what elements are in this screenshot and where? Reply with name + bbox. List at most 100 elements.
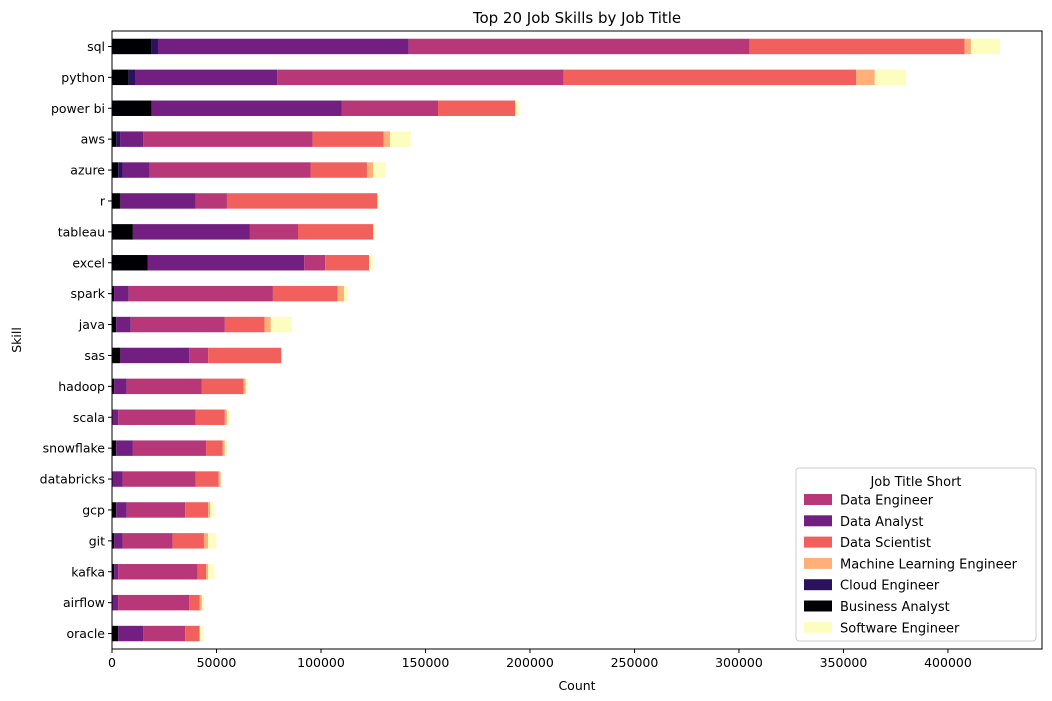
bar-hadoop-data-analyst xyxy=(114,378,127,395)
legend-swatch xyxy=(804,600,832,612)
legend-label: Software Engineer xyxy=(840,621,960,636)
y-tick-label: r xyxy=(100,193,106,208)
bar-azure-software-engineer xyxy=(373,162,386,178)
bar-aws-data-analyst xyxy=(120,131,144,147)
bar-azure-business-analyst xyxy=(112,162,119,178)
bar-java-machine-learning-engineer xyxy=(264,316,271,333)
y-axis-label: Skill xyxy=(9,327,24,353)
y-tick-label: snowflake xyxy=(43,441,106,456)
bar-java-data-engineer xyxy=(130,316,225,333)
bar-sql-cloud-engineer xyxy=(151,38,158,55)
bar-hadoop-data-engineer xyxy=(126,378,202,395)
bar-sas-business-analyst xyxy=(112,347,121,364)
bar-excel-business-analyst xyxy=(112,255,148,271)
bar-databricks-data-engineer xyxy=(122,471,196,487)
bar-kafka-data-engineer xyxy=(118,564,198,580)
x-tick-label: 200000 xyxy=(506,655,554,670)
bar-git-data-scientist xyxy=(172,533,204,549)
x-tick-label: 350000 xyxy=(820,655,868,670)
bars-group xyxy=(112,38,1001,642)
y-tick-label: kafka xyxy=(71,564,105,579)
y-tick-label: gcp xyxy=(82,502,105,517)
y-tick-label: power bi xyxy=(51,101,105,116)
bar-azure-machine-learning-engineer xyxy=(366,162,374,178)
x-tick-label: 250000 xyxy=(611,655,659,670)
bar-git-software-engineer xyxy=(208,533,217,549)
bar-scala-data-analyst xyxy=(112,409,119,425)
bar-sql-business-analyst xyxy=(112,38,152,55)
bar-scala-data-scientist xyxy=(195,409,225,425)
bar-spark-business-analyst xyxy=(112,285,115,302)
bar-kafka-machine-learning-engineer xyxy=(206,564,209,580)
bar-sql-software-engineer xyxy=(970,38,1001,55)
bar-aws-cloud-engineer xyxy=(116,131,121,147)
bar-spark-data-engineer xyxy=(128,285,273,302)
bar-spark-machine-learning-engineer xyxy=(337,285,344,302)
chart-title: Top 20 Job Skills by Job Title xyxy=(472,9,681,27)
bar-tableau-data-analyst xyxy=(132,224,250,240)
bar-r-data-analyst xyxy=(120,193,196,209)
bar-aws-data-engineer xyxy=(143,131,313,147)
legend-swatch xyxy=(804,579,832,591)
legend-swatch xyxy=(804,536,832,548)
bar-power-bi-data-scientist xyxy=(438,100,516,116)
x-tick-label: 100000 xyxy=(297,655,345,670)
bar-snowflake-machine-learning-engineer xyxy=(222,440,225,456)
bar-scala-machine-learning-engineer xyxy=(224,409,227,425)
legend-label: Machine Learning Engineer xyxy=(840,557,1018,572)
bar-spark-software-engineer xyxy=(343,285,349,302)
legend-frame xyxy=(795,467,1037,642)
bar-excel-data-scientist xyxy=(325,255,370,271)
bar-sql-data-scientist xyxy=(749,38,965,55)
y-tick-label: oracle xyxy=(67,626,106,641)
bar-airflow-software-engineer xyxy=(201,594,204,611)
bar-airflow-data-scientist xyxy=(189,594,200,611)
legend-label: Cloud Engineer xyxy=(840,579,940,594)
bar-hadoop-machine-learning-engineer xyxy=(243,378,246,395)
bar-kafka-data-analyst xyxy=(114,564,119,580)
bar-git-business-analyst xyxy=(112,533,115,549)
bar-databricks-machine-learning-engineer xyxy=(218,471,221,487)
bar-azure-data-scientist xyxy=(310,162,367,178)
bar-power-bi-data-engineer xyxy=(341,100,439,116)
bar-python-data-engineer xyxy=(277,69,564,86)
y-tick-label: scala xyxy=(73,410,105,425)
bar-airflow-data-analyst xyxy=(112,594,119,611)
bar-oracle-data-engineer xyxy=(143,625,186,642)
bar-aws-business-analyst xyxy=(112,131,117,147)
legend-swatch xyxy=(804,621,832,633)
y-tick-label: java xyxy=(78,317,105,332)
bar-snowflake-data-engineer xyxy=(132,440,207,456)
bar-aws-software-engineer xyxy=(389,131,411,147)
bar-gcp-business-analyst xyxy=(112,502,117,518)
legend-swatch xyxy=(804,557,832,569)
bar-gcp-data-scientist xyxy=(185,502,209,518)
bar-azure-data-engineer xyxy=(149,162,311,178)
bar-python-data-analyst xyxy=(134,69,278,86)
x-tick-label: 150000 xyxy=(402,655,450,670)
y-tick-label: airflow xyxy=(63,595,105,610)
bar-r-software-engineer xyxy=(377,193,380,209)
bar-aws-machine-learning-engineer xyxy=(383,131,390,147)
bar-spark-data-scientist xyxy=(272,285,338,302)
bar-hadoop-software-engineer xyxy=(245,378,248,395)
y-tick-label: aws xyxy=(81,132,105,147)
bar-java-data-scientist xyxy=(224,316,265,333)
legend-title: Job Title Short xyxy=(869,475,961,490)
bar-scala-software-engineer xyxy=(226,409,230,425)
bar-tableau-business-analyst xyxy=(112,224,133,240)
legend-label: Data Scientist xyxy=(840,536,931,551)
y-tick-label: python xyxy=(61,70,105,85)
bar-hadoop-data-scientist xyxy=(201,378,244,395)
bar-oracle-data-analyst xyxy=(118,625,144,642)
x-tick-label: 0 xyxy=(108,655,116,670)
plot-frame xyxy=(111,30,1043,650)
y-tick-label: git xyxy=(89,533,105,548)
bar-azure-cloud-engineer xyxy=(118,162,123,178)
bar-git-machine-learning-engineer xyxy=(203,533,209,549)
bar-spark-data-analyst xyxy=(114,285,129,302)
bar-r-data-engineer xyxy=(195,193,227,209)
bar-git-data-analyst xyxy=(114,533,123,549)
